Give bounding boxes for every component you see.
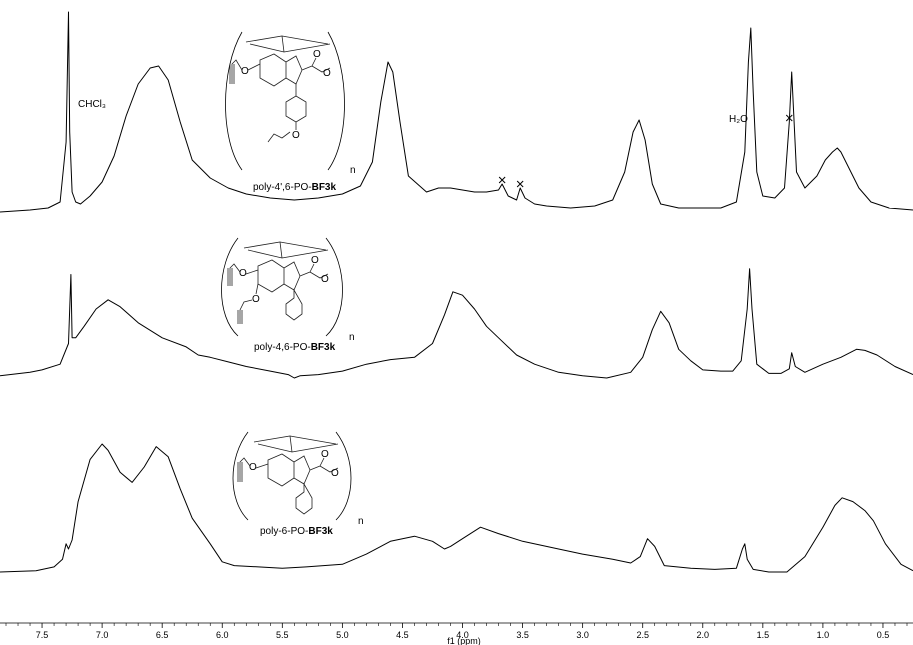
phenyl-ring — [295, 482, 313, 515]
phenyl-ring — [285, 288, 303, 321]
indene-core — [267, 453, 339, 487]
carbonyl-o: O — [311, 255, 319, 266]
structure-middle: n O O O O poly-4,6-PO-BF3k — [221, 237, 355, 353]
chcl3-label: CHCl₃ — [78, 99, 106, 110]
propargyl — [237, 457, 269, 482]
carbonyl-o: O — [313, 49, 321, 60]
ether-o-left: O — [241, 66, 249, 77]
x-tick-label: 3.0 — [576, 630, 589, 640]
x-tick-label: 7.5 — [36, 630, 49, 640]
propargyl-left — [229, 59, 261, 84]
structure-top: n O O O O poly-4',6-PO-BF3k — [225, 31, 356, 193]
spectrum-line-1 — [0, 11, 913, 213]
n-label: n — [358, 516, 364, 527]
spectrum-line-2 — [0, 268, 913, 379]
x-tick-label: 0.5 — [877, 630, 890, 640]
ether-o-aryl: O — [292, 130, 300, 141]
indene-core — [257, 259, 329, 293]
backbone — [245, 35, 331, 53]
propargyl-top — [227, 263, 259, 286]
bracket-right — [325, 237, 343, 337]
aryl-ring — [267, 84, 307, 143]
x-axis: 7.5 7.0 6.5 6.0 5.5 5.0 4.5 4.0 3.5 3.0 2.5 2.0 1.5 1… — [0, 622, 913, 640]
n-label: n — [349, 332, 355, 343]
x-tick-label: 7.0 — [96, 630, 109, 640]
x-tick-label: 5.5 — [276, 630, 289, 640]
backbone — [253, 435, 339, 453]
bracket-left — [225, 31, 243, 171]
ether-o-4: O — [252, 294, 260, 305]
indene-core — [259, 53, 331, 87]
x-tick-label: 4.5 — [396, 630, 409, 640]
x-axis-title: f1 (ppm) — [447, 636, 481, 645]
impurity-mark-3 — [785, 114, 793, 122]
bracket-right — [327, 31, 345, 171]
carbonyl-o: O — [321, 449, 329, 460]
x-tick-label: 3.5 — [516, 630, 529, 640]
x-tick-label: 2.0 — [697, 630, 710, 640]
impurity-marks — [498, 114, 793, 188]
bracket-right — [335, 431, 352, 521]
ester-o: O — [321, 274, 329, 285]
n-label: n — [350, 165, 356, 176]
propargyl-bottom — [237, 283, 259, 324]
structure-bottom: n O O O poly-6-PO-BF3k — [232, 431, 364, 537]
x-tick-label: 1.0 — [817, 630, 830, 640]
x-tick-label: 6.5 — [156, 630, 169, 640]
ether-o: O — [249, 462, 257, 473]
ether-o-6: O — [239, 268, 247, 279]
caption-top: poly-4',6-PO-BF3k — [253, 182, 336, 193]
bracket-left — [232, 431, 249, 521]
x-tick-label: 2.5 — [636, 630, 649, 640]
ester-o: O — [323, 68, 331, 79]
impurity-mark-1 — [498, 176, 506, 184]
spectrum-line-3 — [0, 443, 913, 573]
ester-o: O — [331, 468, 339, 479]
h2o-label: H₂O — [729, 114, 748, 125]
backbone — [243, 241, 329, 259]
bracket-left — [221, 237, 239, 337]
x-tick-label: 6.0 — [216, 630, 229, 640]
caption-middle: poly-4,6-PO-BF3k — [254, 342, 336, 353]
x-tick-label: 4.0 — [456, 630, 469, 640]
x-tick-label: 5.0 — [336, 630, 349, 640]
caption-bottom: poly-6-PO-BF3k — [260, 526, 333, 537]
spectra-layer — [0, 11, 913, 573]
x-tick-label: 1.5 — [757, 630, 770, 640]
impurity-mark-2 — [516, 180, 524, 188]
